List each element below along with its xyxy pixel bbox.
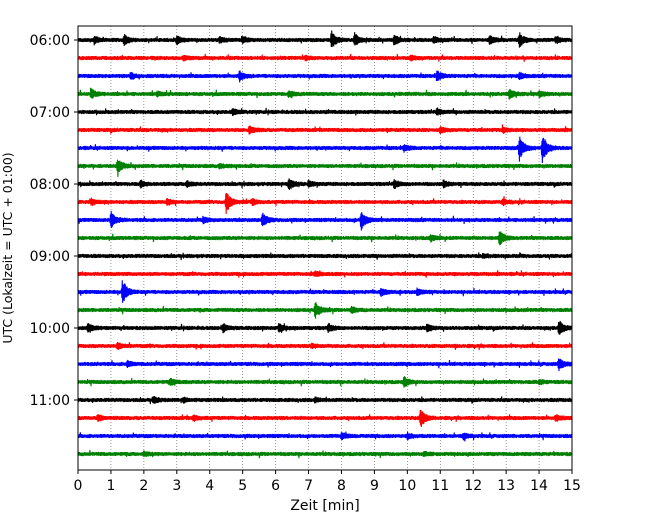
x-tick-label: 1 <box>106 478 115 494</box>
x-tick-label: 2 <box>139 478 148 494</box>
seismic-trace-0830 <box>77 210 573 231</box>
y-tick-label: 10:00 <box>30 321 70 337</box>
seismic-trace-1000 <box>77 320 573 335</box>
seismic-trace-1130 <box>77 431 573 442</box>
seismic-trace-0845 <box>77 231 573 246</box>
seismic-trace-0630 <box>77 70 573 83</box>
seismic-trace-1030 <box>77 358 573 372</box>
seismic-trace-1045 <box>77 376 573 388</box>
x-tick-label: 11 <box>431 478 449 494</box>
seismic-trace-0645 <box>77 87 573 100</box>
x-tick-label: 9 <box>370 478 379 494</box>
x-tick-label: 13 <box>497 478 515 494</box>
x-tick-label: 14 <box>530 478 548 494</box>
y-axis-label: UTC (Lokalzeit = UTC + 01:00) <box>0 152 15 343</box>
seismic-trace-0900 <box>77 252 573 261</box>
seismic-trace-0715 <box>77 124 573 135</box>
seismic-trace-0600 <box>77 30 573 48</box>
x-tick-label: 15 <box>563 478 581 494</box>
seismic-trace-0815 <box>77 193 573 214</box>
seismic-trace-0915 <box>77 270 573 278</box>
y-tick-label: 08:00 <box>30 177 70 193</box>
x-tick-label: 8 <box>337 478 346 494</box>
x-tick-label: 0 <box>74 478 83 494</box>
x-tick-label: 3 <box>172 478 181 494</box>
grid-layer <box>110 26 540 470</box>
seismic-trace-1145 <box>77 449 573 459</box>
x-axis-label: Zeit [min] <box>290 498 359 514</box>
y-tick-label: 06:00 <box>30 33 70 49</box>
x-tick-label: 6 <box>271 478 280 494</box>
y-axis-ticks: 06:00 07:00 08:00 09:00 10:00 11:00 <box>30 33 78 409</box>
trace-layer <box>77 30 573 459</box>
y-tick-label: 09:00 <box>30 249 70 265</box>
x-tick-label: 12 <box>464 478 482 494</box>
seismic-trace-0800 <box>77 178 573 190</box>
seismic-trace-0745 <box>77 159 573 177</box>
x-tick-label: 4 <box>205 478 214 494</box>
seismic-trace-0930 <box>77 280 573 303</box>
y-tick-label: 11:00 <box>30 393 70 409</box>
seismic-trace-0945 <box>77 302 573 319</box>
seismic-trace-0615 <box>77 53 573 62</box>
seismic-trace-0700 <box>77 107 573 117</box>
seismic-trace-1015 <box>77 341 573 350</box>
x-tick-label: 10 <box>398 478 416 494</box>
seismic-trace-1115 <box>77 409 573 427</box>
seismic-trace-0730 <box>77 136 573 163</box>
x-tick-label: 5 <box>238 478 247 494</box>
plot-frame <box>77 25 573 471</box>
seismic-trace-1100 <box>77 396 573 405</box>
x-axis-ticks: 0 1 2 3 4 5 6 7 8 9 10 11 12 13 14 15 <box>74 470 581 494</box>
x-tick-label: 7 <box>304 478 313 494</box>
y-tick-label: 07:00 <box>30 105 70 121</box>
